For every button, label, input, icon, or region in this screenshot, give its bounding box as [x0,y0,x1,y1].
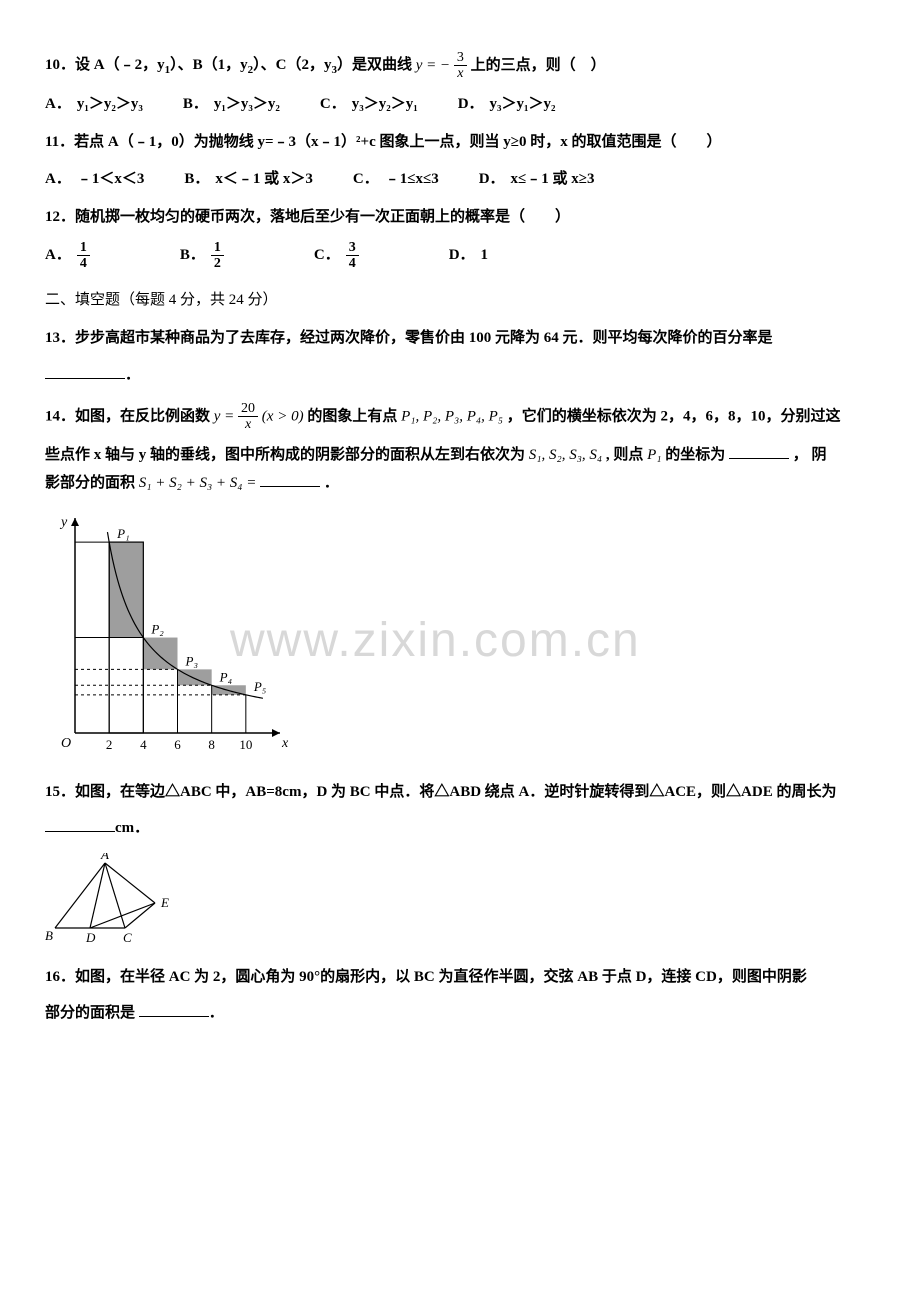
q15-blank [45,816,115,832]
q14-chart-svg: 2 4 6 8 10 P₁ P₂ P₃ P₄ P₅ x y O [45,508,305,768]
svg-text:P₅: P₅ [253,679,266,694]
question-14: 14．如图，在反比例函数 y = 20x (x > 0) 的图象上有点 P₁, … [45,401,875,433]
q11-option-b: B．x＜﹣1 或 x＞3 [184,165,313,194]
q10-suffix: 上的三点，则（ ） [471,57,606,73]
q10-options: A．y₁＞y₂＞y₃ B．y₁＞y₃＞y₂ C．y₃＞y₂＞y₁ D．y₃＞y₁… [45,90,875,119]
q16-blank [139,1001,209,1017]
q10-option-a: A．y₁＞y₂＞y₃ [45,90,143,119]
q10-option-b: B．y₁＞y₃＞y₂ [183,90,280,119]
svg-text:2: 2 [106,737,113,752]
q11-option-a: A．﹣1＜x＜3 [45,165,144,194]
q14-blank2 [260,471,320,487]
q11-option-d: D．x≤﹣1 或 x≥3 [479,165,595,194]
q10-option-c: C．y₃＞y₂＞y₁ [320,90,418,119]
svg-text:D: D [85,930,96,945]
svg-text:O: O [61,736,71,751]
svg-text:8: 8 [208,737,215,752]
svg-text:A: A [100,853,109,862]
q11-option-c: C．﹣1≤x≤3 [353,165,439,194]
q12-option-c: C． 34 [314,240,359,272]
q14-line2: 些点作 x 轴与 y 轴的垂线，图中所构成的阴影部分的面积从左到右依次为 S₁,… [45,441,875,470]
q15-diagram: A B C D E [45,853,875,953]
q14-line3: 影部分的面积 S₁ + S₂ + S₃ + S₄ = ． [45,469,875,498]
q14-blank1 [729,443,789,459]
svg-text:E: E [160,895,169,910]
section-2-title: 二、填空题（每题 4 分，共 24 分） [45,286,875,315]
q14-chart: 2 4 6 8 10 P₁ P₂ P₃ P₄ P₅ x y O [45,508,875,768]
q13-blank-line: ． [45,361,875,390]
svg-text:B: B [45,928,53,943]
q15-blank-line: cm． [45,814,875,843]
question-12: 12．随机掷一枚均匀的硬币两次，落地后至少有一次正面朝上的概率是（ ） [45,203,875,232]
question-15: 15．如图，在等边△ABC 中，AB=8cm，D 为 BC 中点．将△ABD 绕… [45,778,875,807]
q12-option-a: A． 14 [45,240,90,272]
svg-text:y: y [59,515,68,530]
svg-text:P₃: P₃ [185,653,198,668]
svg-text:10: 10 [239,737,252,752]
question-13: 13．步步高超市某种商品为了去库存，经过两次降价，零售价由 100 元降为 64… [45,324,875,353]
q12-options: A． 14 B． 12 C． 34 D．1 [45,240,875,272]
svg-text:C: C [123,930,132,945]
svg-text:6: 6 [174,737,181,752]
svg-text:P₂: P₂ [150,621,164,636]
q11-options: A．﹣1＜x＜3 B．x＜﹣1 或 x＞3 C．﹣1≤x≤3 D．x≤﹣1 或 … [45,165,875,194]
q10-option-d: D．y₃＞y₁＞y₂ [458,90,556,119]
question-16: 16．如图，在半径 AC 为 2，圆心角为 90°的扇形内，以 BC 为直径作半… [45,963,875,992]
q12-option-d: D．1 [449,240,488,272]
question-10: 10．设 A（﹣2，y1）、B（1，y2）、C（2，y3）是双曲线 y = − … [45,50,875,82]
q15-diagram-svg: A B C D E [45,853,185,953]
svg-text:4: 4 [140,737,147,752]
question-11: 11．若点 A（﹣1，0）为抛物线 y=﹣3（x﹣1）²+c 图象上一点，则当 … [45,128,875,157]
q13-blank [45,363,125,379]
q10-formula-y: y = − [416,57,450,73]
svg-text:P₄: P₄ [219,669,233,684]
q16-line2: 部分的面积是 ． [45,999,875,1028]
svg-text:x: x [281,736,289,751]
q10-text: 10．设 A（﹣2，y1）、B（1，y2）、C（2，y3）是双曲线 [45,57,416,73]
q10-fraction: 3 x [454,50,467,82]
svg-text:P₁: P₁ [116,526,129,541]
q12-option-b: B． 12 [180,240,224,272]
